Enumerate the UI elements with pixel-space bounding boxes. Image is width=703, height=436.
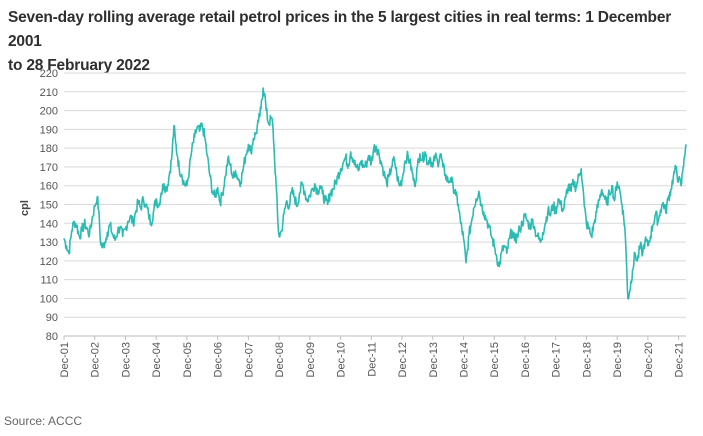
y-tick-label: 200 <box>40 106 58 118</box>
x-tick-label: Dec-02 <box>90 342 102 377</box>
y-tick-label: 210 <box>40 87 58 99</box>
y-axis-label: cpl <box>19 200 31 216</box>
x-tick-label: Dec-21 <box>674 342 686 377</box>
x-tick-label: Dec-15 <box>489 342 501 377</box>
x-tick-label: Dec-05 <box>182 342 194 377</box>
y-tick-label: 150 <box>40 200 58 212</box>
chart-title: Seven-day rolling average retail petrol … <box>8 6 698 78</box>
chart-title-line-1: Seven-day rolling average retail petrol … <box>8 9 672 50</box>
y-tick-label: 160 <box>40 181 58 193</box>
y-tick-label: 90 <box>46 312 58 324</box>
x-tick-label: Dec-10 <box>336 342 348 377</box>
series-layer <box>63 87 687 300</box>
x-tick-label: Dec-07 <box>243 342 255 377</box>
y-tick-label: 220 <box>40 68 58 80</box>
source-note: Source: ACCC <box>4 414 83 428</box>
x-tick-label: Dec-12 <box>397 342 409 377</box>
x-tick-label: Dec-11 <box>366 342 378 377</box>
x-tick-label: Dec-14 <box>459 342 471 377</box>
y-tick-label: 100 <box>40 293 58 305</box>
y-tick-label: 170 <box>40 162 58 174</box>
y-axis: 80 90 100 110 120 130 140 150 160 170 180 190 200 210… <box>40 68 58 343</box>
x-tick-label: Dec-20 <box>643 342 655 377</box>
x-tick-label: Dec-13 <box>428 342 440 377</box>
y-tick-label: 130 <box>40 237 58 249</box>
x-tick-label: Dec-03 <box>120 342 132 377</box>
x-tick-label: Dec-06 <box>213 342 225 377</box>
x-tick-label: Dec-01 <box>59 342 71 377</box>
x-tick-label: Dec-09 <box>305 342 317 377</box>
y-tick-label: 80 <box>46 331 58 343</box>
x-tick-label: Dec-16 <box>520 342 532 377</box>
x-tick-label: Dec-08 <box>274 342 286 377</box>
series-line-0 <box>63 87 687 300</box>
y-tick-label: 140 <box>40 218 58 230</box>
x-tick-label: Dec-18 <box>581 342 593 377</box>
x-axis: Dec-01 Dec-02 Dec-03 Dec-04 Dec-05 Dec-06 Dec-… <box>59 335 686 377</box>
x-tick-label: Dec-19 <box>612 342 624 377</box>
y-tick-label: 120 <box>40 256 58 268</box>
x-tick-label: Dec-04 <box>151 342 163 377</box>
y-tick-label: 110 <box>40 275 58 287</box>
x-tick-label: Dec-17 <box>551 342 563 377</box>
chart-title-line-2: to 28 February 2022 <box>8 57 150 74</box>
y-tick-label: 180 <box>40 143 58 155</box>
y-tick-label: 190 <box>40 124 58 136</box>
